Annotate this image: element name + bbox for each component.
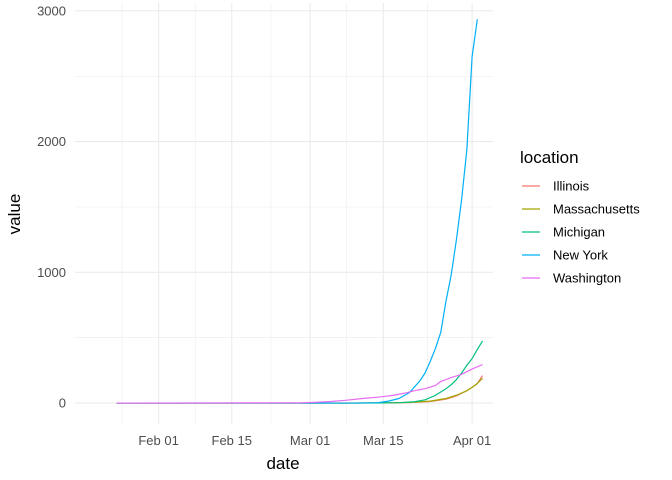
series-lines: [116, 19, 484, 404]
x-axis-tick-labels: Feb 01 Feb 15 Mar 01 Mar 15 Apr 01: [138, 433, 491, 448]
legend-label-new-york: New York: [553, 248, 608, 263]
series-line-michigan: [116, 340, 484, 404]
legend-label-michigan: Michigan: [553, 225, 605, 240]
y-tick-label: 1000: [37, 265, 66, 280]
minor-gridlines: [75, 3, 493, 424]
y-tick-label: 3000: [37, 3, 66, 18]
x-tick-label: Mar 01: [290, 433, 330, 448]
y-tick-label: 0: [59, 396, 66, 411]
legend-label-massachusetts: Massachusetts: [553, 202, 640, 217]
x-axis-title: date: [266, 454, 299, 473]
legend-title: location: [520, 148, 579, 167]
legend-label-illinois: Illinois: [553, 179, 590, 194]
series-line-new-york: [116, 19, 478, 404]
y-axis-tick-labels: 0 1000 2000 3000: [37, 3, 66, 410]
x-tick-label: Feb 15: [212, 433, 252, 448]
series-line-washington: [116, 363, 483, 404]
x-tick-label: Feb 01: [138, 433, 178, 448]
x-tick-label: Apr 01: [453, 433, 491, 448]
legend: location Illinois Massachusetts Michigan Ne…: [520, 148, 640, 286]
y-axis-title: value: [5, 194, 24, 235]
x-tick-label: Mar 15: [363, 433, 403, 448]
legend-label-washington: Washington: [553, 271, 621, 286]
y-tick-label: 2000: [37, 134, 66, 149]
